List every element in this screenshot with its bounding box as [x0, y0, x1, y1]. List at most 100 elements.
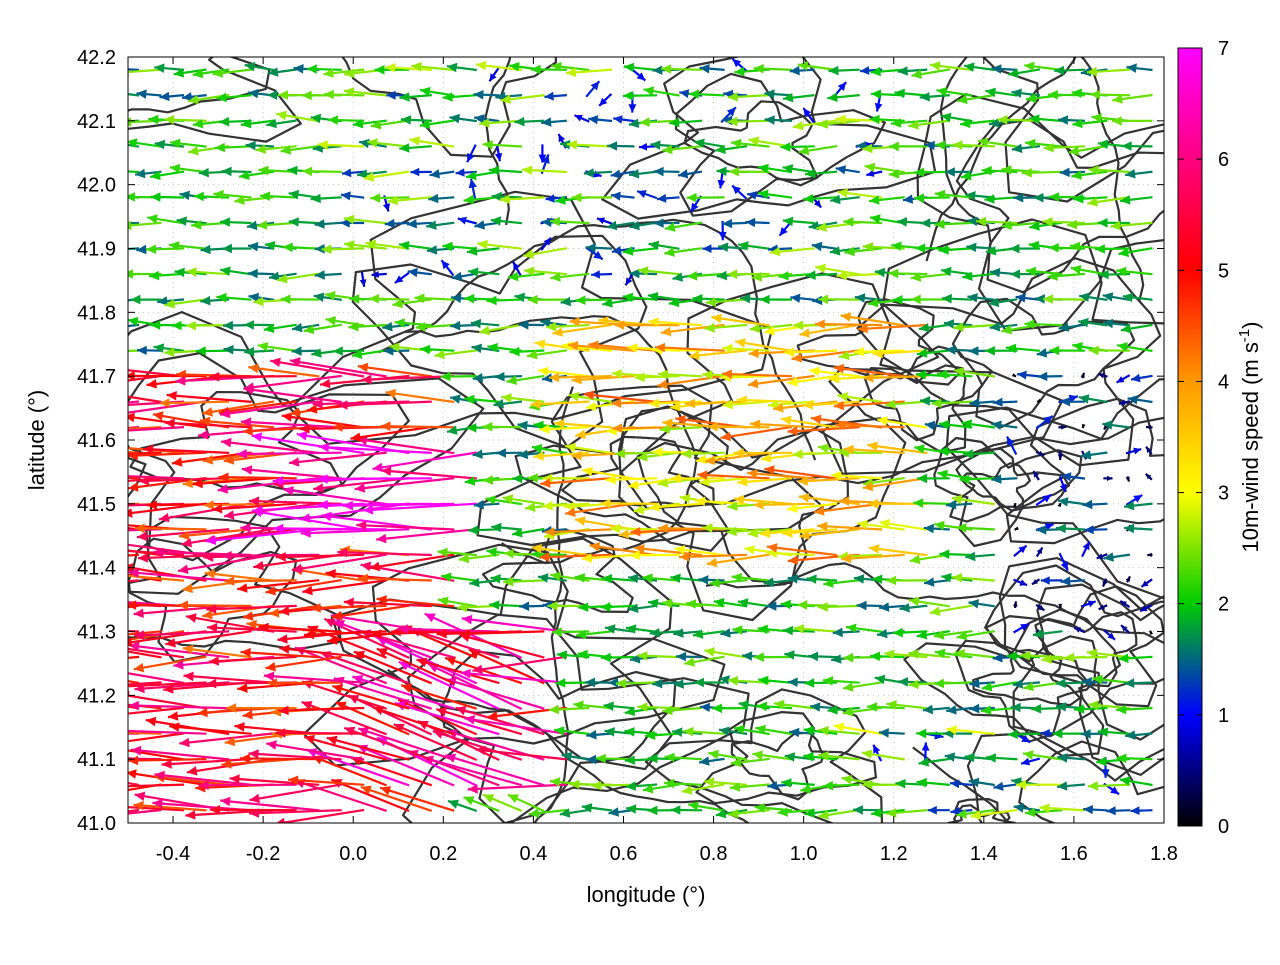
colorbar-tick-label: 2	[1218, 594, 1229, 616]
wind-arrow-shaft	[54, 518, 139, 529]
x-tick-label: -0.4	[156, 843, 190, 865]
colorbar-tick-label: 7	[1218, 38, 1229, 60]
wind-arrow-shaft	[219, 477, 297, 478]
x-tick-label: -0.2	[246, 843, 280, 865]
wind-arrow	[54, 515, 139, 530]
wind-arrow-head	[119, 681, 129, 691]
wind-arrow-head	[81, 541, 92, 550]
x-tick-label: 0.0	[339, 843, 367, 865]
y-tick-label: 42.1	[77, 111, 116, 133]
wind-arrow-head	[112, 218, 122, 228]
wind-arrow	[40, 402, 139, 414]
wind-arrow-head	[122, 508, 132, 518]
x-tick-label: 1.8	[1150, 843, 1178, 865]
wind-arrow-head	[67, 753, 77, 763]
wind-arrow-head	[53, 692, 64, 702]
x-tick-label: 1.0	[790, 843, 818, 865]
wind-arrow-head	[65, 814, 75, 824]
y-tick-label: 41.3	[77, 622, 116, 644]
colorbar-label-end: )	[1238, 322, 1263, 329]
wind-arrow-shaft	[815, 324, 882, 325]
wind-arrow	[39, 727, 139, 737]
wind-arrow-head	[73, 480, 83, 490]
wind-arrow-head	[98, 782, 108, 792]
wind-arrow-shaft	[135, 528, 207, 529]
wind-arrow-shaft	[58, 657, 139, 664]
x-tick-label: 1.6	[1060, 843, 1088, 865]
colorbar-label-main: 10m-wind speed (m s	[1238, 342, 1263, 552]
wind-arrow-shaft	[210, 810, 297, 811]
wind-arrow-head	[88, 663, 99, 672]
wind-arrow	[61, 667, 139, 683]
wind-arrow-head	[52, 622, 62, 632]
y-tick-label: 41.9	[77, 239, 116, 261]
wind-arrow-head	[97, 711, 107, 721]
wind-arrow-head	[110, 89, 120, 99]
wind-arrow-shaft	[273, 529, 386, 530]
wind-arrow-head	[50, 766, 61, 775]
wind-arrow-head	[96, 545, 106, 555]
wind-arrow	[49, 580, 139, 592]
y-tick-label: 41.4	[77, 558, 116, 580]
wind-arrow-shaft	[318, 478, 432, 479]
wind-arrow-head	[48, 815, 58, 825]
wind-arrow-head	[87, 470, 97, 480]
x-tick-label: 1.2	[880, 843, 908, 865]
wind-arrow-shaft	[115, 69, 139, 70]
wind-arrow-head	[59, 554, 69, 564]
y-tick-label: 41.6	[77, 430, 116, 452]
colorbar-tick-label: 4	[1218, 371, 1229, 393]
y-tick-label: 41.2	[77, 685, 116, 707]
wind-arrow-shaft	[39, 732, 139, 734]
wind-arrow-shaft	[199, 785, 297, 786]
wind-arrow-head	[67, 443, 77, 453]
wind-arrow-shaft	[240, 758, 319, 759]
x-axis-label: longitude (°)	[587, 882, 706, 907]
y-tick-label: 41.0	[77, 813, 116, 835]
y-tick-label: 42.0	[77, 175, 116, 197]
x-tick-label: 0.8	[700, 843, 728, 865]
wind-arrow-head	[96, 801, 106, 811]
wind-arrow-head	[39, 727, 49, 737]
wind-arrow-shaft	[381, 426, 455, 427]
colorbar-tick-label: 3	[1218, 483, 1229, 505]
wind-arrow-shaft	[49, 580, 139, 588]
y-tick-label: 41.7	[77, 366, 116, 388]
wind-arrow-head	[121, 221, 131, 231]
wind-arrow-head	[107, 726, 117, 736]
wind-arrow-shaft	[209, 376, 296, 377]
y-tick-label: 41.1	[77, 749, 116, 771]
wind-arrow-head	[42, 364, 52, 374]
y-tick-label: 41.5	[77, 494, 116, 516]
wind-arrow-head	[109, 409, 120, 419]
x-tick-label: 0.2	[429, 843, 457, 865]
wind-arrow-head	[119, 67, 129, 77]
wind-arrow-head	[63, 500, 73, 510]
wind-arrow-head	[100, 739, 111, 749]
wind-arrow-shaft	[50, 769, 139, 785]
wind-arrow-shaft	[60, 475, 139, 479]
wind-arrow-head	[58, 659, 68, 669]
colorbar-tick-label: 6	[1218, 149, 1229, 171]
wind-arrow-head	[60, 470, 70, 480]
wind-arrow-head	[102, 273, 113, 282]
colorbar-tick-label: 5	[1218, 260, 1229, 282]
wind-arrow-head	[101, 519, 111, 529]
wind-arrow-head	[59, 610, 70, 619]
wind-arrow-head	[122, 638, 133, 648]
wind-arrow-shaft	[224, 580, 296, 581]
wind-arrow-head	[82, 792, 93, 801]
wind-arrow-head	[61, 667, 72, 676]
wind-arrow-head	[62, 747, 72, 757]
y-tick-label: 42.2	[77, 47, 116, 69]
wind-arrow-shaft	[98, 351, 139, 352]
y-tick-label: 41.8	[77, 302, 116, 324]
wind-arrow-shaft	[40, 402, 139, 411]
wind-arrow	[60, 470, 139, 480]
wind-arrow-shaft	[275, 733, 364, 734]
colorbar-label: 10m-wind speed (m s-1)	[1236, 322, 1263, 553]
wind-arrow-head	[109, 139, 120, 148]
wind-arrow-shaft	[61, 670, 139, 683]
